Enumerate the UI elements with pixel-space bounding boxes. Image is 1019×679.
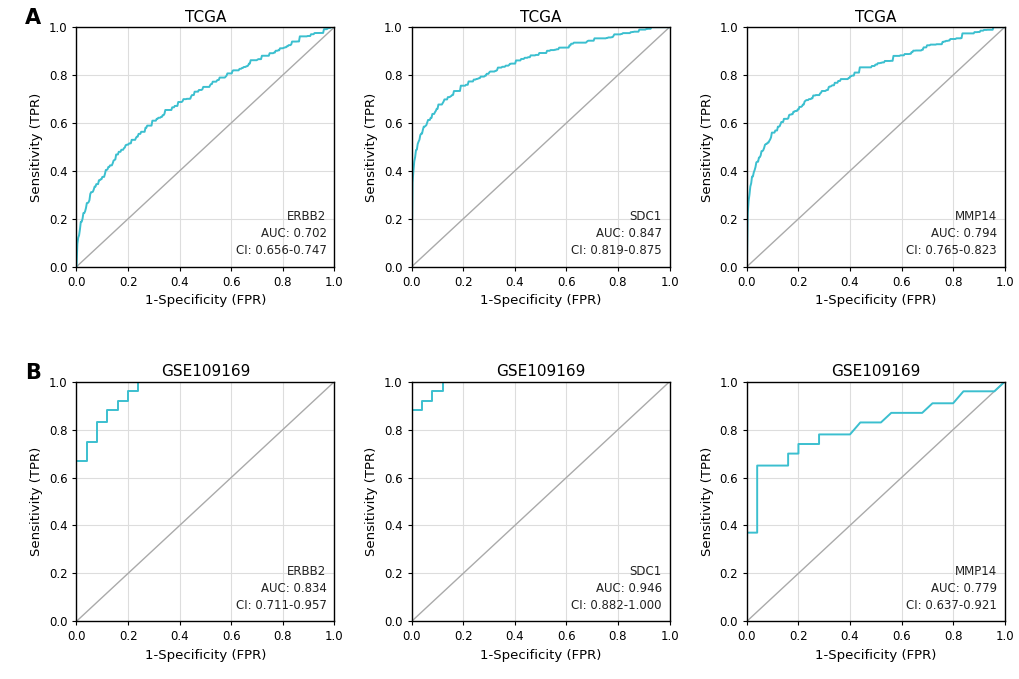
Text: MMP14
AUC: 0.794
CI: 0.765-0.823: MMP14 AUC: 0.794 CI: 0.765-0.823 xyxy=(906,210,996,257)
X-axis label: 1-Specificity (FPR): 1-Specificity (FPR) xyxy=(145,649,266,662)
Text: ERBB2
AUC: 0.702
CI: 0.656-0.747: ERBB2 AUC: 0.702 CI: 0.656-0.747 xyxy=(235,210,326,257)
Y-axis label: Sensitivity (TPR): Sensitivity (TPR) xyxy=(31,447,43,556)
Y-axis label: Sensitivity (TPR): Sensitivity (TPR) xyxy=(700,447,713,556)
Text: A: A xyxy=(24,8,41,28)
X-axis label: 1-Specificity (FPR): 1-Specificity (FPR) xyxy=(814,294,935,308)
Title: GSE109169: GSE109169 xyxy=(161,364,250,379)
Y-axis label: Sensitivity (TPR): Sensitivity (TPR) xyxy=(365,92,378,202)
Title: GSE109169: GSE109169 xyxy=(495,364,585,379)
Text: ERBB2
AUC: 0.834
CI: 0.711-0.957: ERBB2 AUC: 0.834 CI: 0.711-0.957 xyxy=(235,565,326,612)
Text: MMP14
AUC: 0.779
CI: 0.637-0.921: MMP14 AUC: 0.779 CI: 0.637-0.921 xyxy=(905,565,996,612)
Title: TCGA: TCGA xyxy=(854,10,896,24)
Title: TCGA: TCGA xyxy=(184,10,226,24)
Y-axis label: Sensitivity (TPR): Sensitivity (TPR) xyxy=(31,92,43,202)
X-axis label: 1-Specificity (FPR): 1-Specificity (FPR) xyxy=(480,649,600,662)
Text: SDC1
AUC: 0.946
CI: 0.882-1.000: SDC1 AUC: 0.946 CI: 0.882-1.000 xyxy=(571,565,661,612)
Title: TCGA: TCGA xyxy=(520,10,560,24)
Y-axis label: Sensitivity (TPR): Sensitivity (TPR) xyxy=(365,447,378,556)
Title: GSE109169: GSE109169 xyxy=(830,364,919,379)
X-axis label: 1-Specificity (FPR): 1-Specificity (FPR) xyxy=(814,649,935,662)
Y-axis label: Sensitivity (TPR): Sensitivity (TPR) xyxy=(700,92,713,202)
Text: B: B xyxy=(24,363,41,382)
Text: SDC1
AUC: 0.847
CI: 0.819-0.875: SDC1 AUC: 0.847 CI: 0.819-0.875 xyxy=(571,210,661,257)
X-axis label: 1-Specificity (FPR): 1-Specificity (FPR) xyxy=(145,294,266,308)
X-axis label: 1-Specificity (FPR): 1-Specificity (FPR) xyxy=(480,294,600,308)
